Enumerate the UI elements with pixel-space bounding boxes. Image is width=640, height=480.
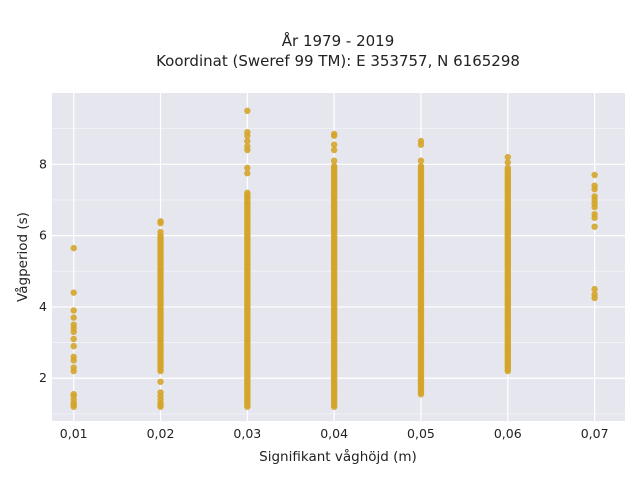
y-axis-label: Vågperiod (s) <box>14 212 31 302</box>
data-point <box>157 218 164 225</box>
x-axis-label: Signifikant våghöjd (m) <box>259 448 417 465</box>
data-point <box>591 291 598 298</box>
data-point <box>70 342 77 350</box>
x-tick-label: 0,07 <box>581 426 609 441</box>
y-tick-label: 8 <box>39 156 47 171</box>
data-point <box>70 289 77 296</box>
data-point <box>70 314 77 321</box>
plot-area <box>52 93 625 421</box>
x-tick-label: 0,01 <box>60 426 88 441</box>
data-point <box>244 164 251 172</box>
data-point <box>330 162 338 170</box>
data-point <box>591 171 598 179</box>
data-point <box>330 141 338 148</box>
data-point <box>70 307 77 314</box>
data-point <box>244 189 251 197</box>
x-tick-label: 0,05 <box>407 426 435 441</box>
chart-subtitle: Koordinat (Sweref 99 TM): E 353757, N 61… <box>156 52 520 70</box>
data-point <box>417 157 425 164</box>
x-tick-label: 0,03 <box>233 426 261 441</box>
data-point <box>244 107 251 115</box>
tick-labels: 2 4 6 8 0,01 0,02 0,03 0,04 0,05 0,06 0,07 <box>39 156 608 441</box>
data-point <box>70 335 77 343</box>
data-point <box>244 129 251 136</box>
y-tick-label: 4 <box>39 299 47 314</box>
data-point <box>330 157 338 164</box>
y-tick-label: 6 <box>39 228 47 243</box>
x-tick-label: 0,02 <box>147 426 175 441</box>
data-point <box>244 143 251 150</box>
data-point <box>70 353 77 361</box>
data-point <box>330 130 338 138</box>
data-point <box>504 164 511 172</box>
data-point <box>591 211 598 218</box>
x-tick-label: 0,06 <box>494 426 522 441</box>
data-point <box>504 159 511 166</box>
chart-title: År 1979 - 2019 <box>282 31 395 50</box>
data-point <box>70 244 77 252</box>
data-point <box>157 228 164 236</box>
data-points <box>70 107 598 410</box>
data-point <box>70 364 77 371</box>
data-point <box>157 389 164 396</box>
x-tick-label: 0,04 <box>320 426 348 441</box>
data-point <box>244 137 251 145</box>
data-point <box>70 391 77 398</box>
data-point <box>417 162 425 170</box>
data-point <box>330 146 338 154</box>
data-point <box>417 137 425 145</box>
data-point <box>70 321 77 328</box>
data-point <box>591 193 598 200</box>
data-point <box>504 153 511 161</box>
data-point <box>244 170 251 177</box>
data-point <box>591 182 598 189</box>
y-tick-label: 2 <box>39 370 47 385</box>
data-point <box>157 378 164 385</box>
data-point <box>591 285 598 293</box>
data-point <box>591 223 598 230</box>
